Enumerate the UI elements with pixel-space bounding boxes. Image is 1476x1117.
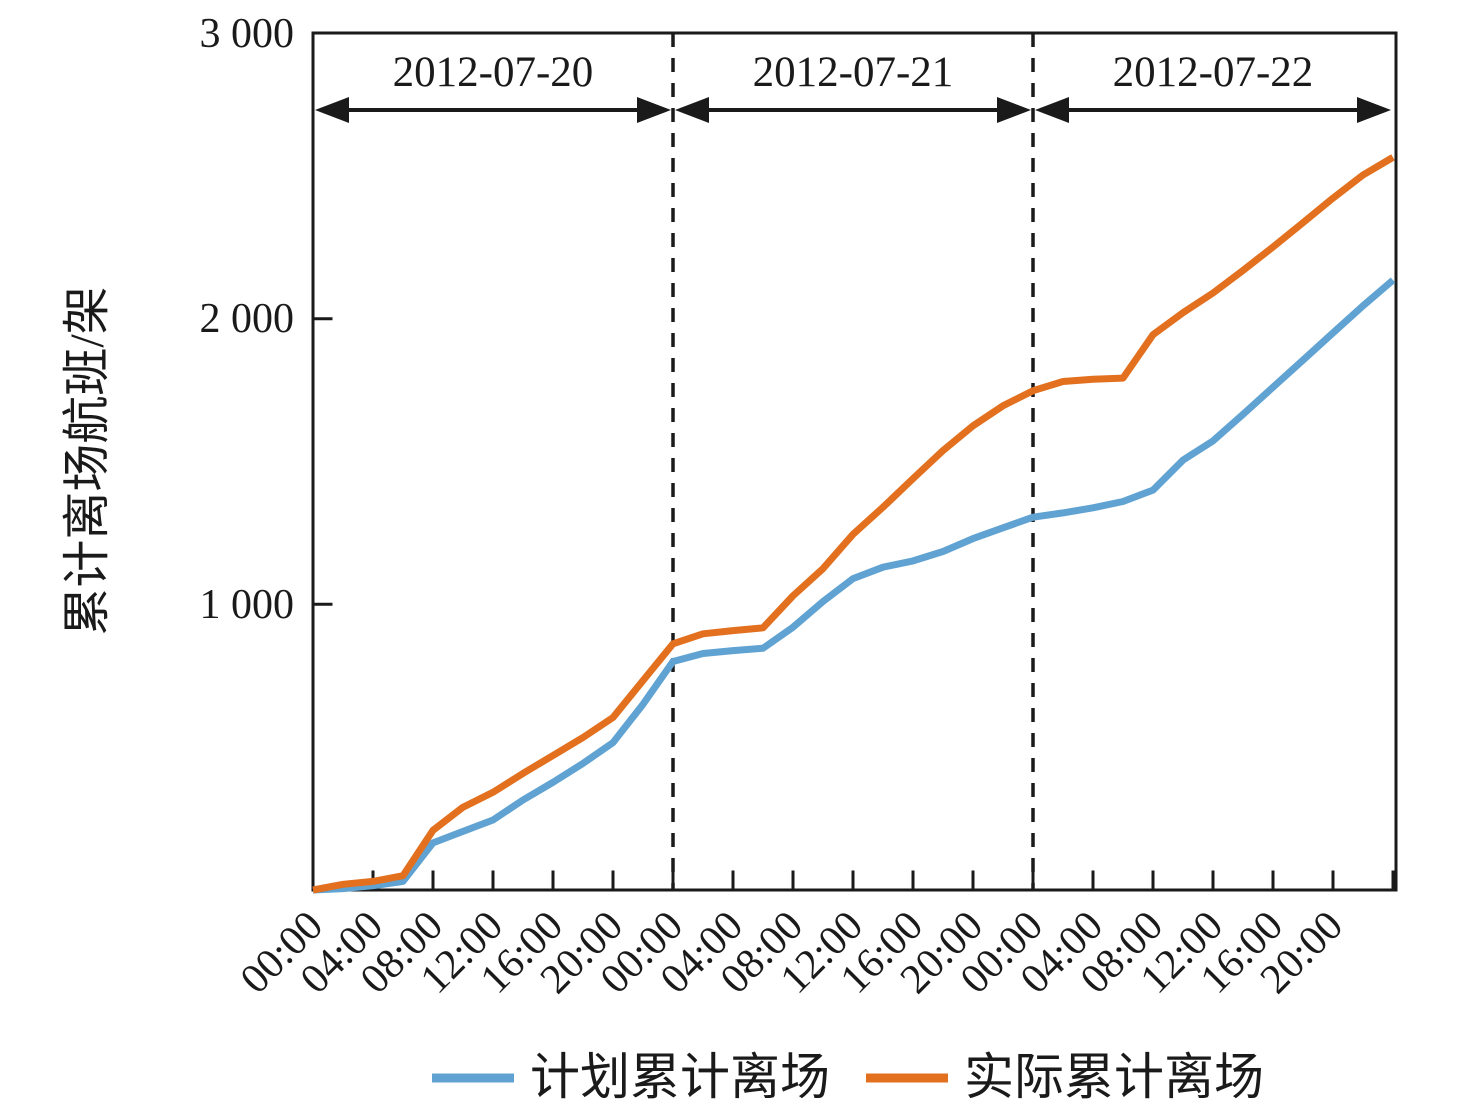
arrow-head-icon — [997, 97, 1031, 123]
y-tick-label-1000: 1 000 — [200, 582, 295, 628]
planned-legend-label: 计划累计离场 — [530, 1049, 830, 1105]
date-band-label-2: 2012-07-21 — [753, 49, 954, 96]
arrow-head-icon — [675, 97, 709, 123]
arrow-head-icon — [1035, 97, 1069, 123]
x-tick-label-group: 00:0004:0008:0012:0016:0020:0000:0004:00… — [232, 903, 1352, 1003]
date-band-label-1: 2012-07-20 — [393, 49, 594, 96]
y-tick-label-2000: 2 000 — [200, 296, 295, 342]
date-band-arrows — [315, 97, 1391, 123]
date-band-label-3: 2012-07-22 — [1113, 49, 1314, 96]
plot-border — [311, 31, 1398, 892]
arrow-head-icon — [1357, 97, 1391, 123]
legend: 计划累计离场 实际累计离场 — [432, 1049, 1264, 1105]
actual-cumulative-departures-line — [312, 154, 1395, 894]
arrow-head-icon — [637, 97, 671, 123]
arrow-head-icon — [315, 97, 349, 123]
y-axis-title: 累计离场航班/架 — [61, 286, 114, 635]
planned-cumulative-departures-line — [312, 277, 1396, 894]
actual-legend-label: 实际累计离场 — [964, 1049, 1264, 1105]
y-tick-label-3000: 3 000 — [200, 11, 295, 57]
x-tick-group — [311, 870, 1395, 889]
